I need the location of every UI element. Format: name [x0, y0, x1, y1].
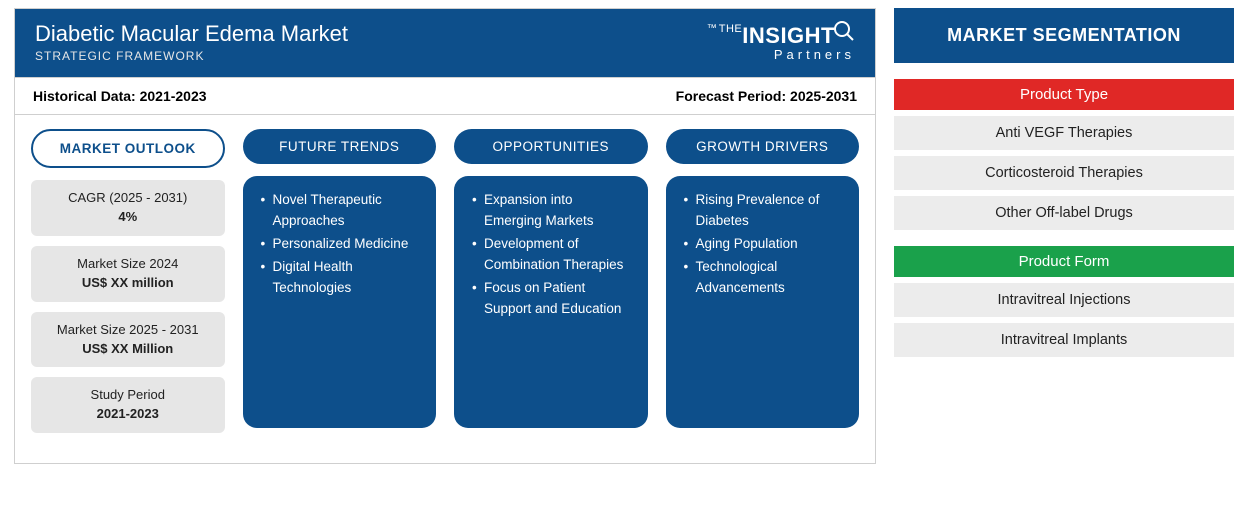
- future-trends-column: FUTURE TRENDS Novel Therapeutic Approach…: [243, 129, 437, 443]
- page-title: Diabetic Macular Edema Market: [35, 21, 348, 47]
- list-item: Novel Therapeutic Approaches: [261, 190, 423, 232]
- outlook-label: Market Size 2025 - 2031: [57, 322, 199, 337]
- header-bar: Diabetic Macular Edema Market STRATEGIC …: [15, 9, 875, 77]
- list-item: Technological Advancements: [684, 257, 846, 299]
- segmentation-category-label: Product Type: [894, 79, 1234, 110]
- outlook-value: US$ XX Million: [37, 340, 219, 359]
- header-text: Diabetic Macular Edema Market STRATEGIC …: [35, 21, 348, 63]
- outlook-value: US$ XX million: [37, 274, 219, 293]
- historical-data: Historical Data: 2021-2023: [33, 88, 207, 104]
- future-trends-heading: FUTURE TRENDS: [243, 129, 437, 164]
- segmentation-item: Intravitreal Injections: [894, 283, 1234, 317]
- opportunities-column: OPPORTUNITIES Expansion into Emerging Ma…: [454, 129, 648, 443]
- list-item: Digital Health Technologies: [261, 257, 423, 299]
- forecast-period: Forecast Period: 2025-2031: [676, 88, 857, 104]
- segmentation-item: Anti VEGF Therapies: [894, 116, 1234, 150]
- outlook-card-size-2024: Market Size 2024 US$ XX million: [31, 246, 225, 302]
- logo-partners: Partners: [707, 47, 855, 62]
- outlook-card-study-period: Study Period 2021-2023: [31, 377, 225, 433]
- outlook-value: 2021-2023: [37, 405, 219, 424]
- segmentation-group-product-type: Product Type Anti VEGF Therapies Cortico…: [894, 79, 1234, 230]
- market-outlook-heading: MARKET OUTLOOK: [31, 129, 225, 168]
- segmentation-item: Other Off-label Drugs: [894, 196, 1234, 230]
- period-bar: Historical Data: 2021-2023 Forecast Peri…: [15, 77, 875, 115]
- historical-value: 2021-2023: [140, 88, 207, 104]
- outlook-card-cagr: CAGR (2025 - 2031) 4%: [31, 180, 225, 236]
- outlook-label: Market Size 2024: [77, 256, 178, 271]
- future-trends-card: Novel Therapeutic Approaches Personalize…: [243, 176, 437, 428]
- logo-insight: INSIGHT: [742, 23, 835, 49]
- segmentation-item: Intravitreal Implants: [894, 323, 1234, 357]
- main-grid: MARKET OUTLOOK CAGR (2025 - 2031) 4% Mar…: [15, 115, 875, 463]
- market-outlook-column: MARKET OUTLOOK CAGR (2025 - 2031) 4% Mar…: [31, 129, 225, 443]
- historical-label: Historical Data:: [33, 88, 136, 104]
- outlook-card-size-2025-2031: Market Size 2025 - 2031 US$ XX Million: [31, 312, 225, 368]
- list-item: Rising Prevalence of Diabetes: [684, 190, 846, 232]
- infographic-root: Diabetic Macular Edema Market STRATEGIC …: [14, 8, 1240, 464]
- segmentation-panel: MARKET SEGMENTATION Product Type Anti VE…: [894, 8, 1234, 464]
- outlook-label: CAGR (2025 - 2031): [68, 190, 187, 205]
- list-item: Aging Population: [684, 234, 846, 255]
- outlook-label: Study Period: [91, 387, 165, 402]
- magnifier-icon: [833, 20, 855, 42]
- growth-drivers-column: GROWTH DRIVERS Rising Prevalence of Diab…: [666, 129, 860, 443]
- page-subtitle: STRATEGIC FRAMEWORK: [35, 49, 348, 63]
- list-item: Expansion into Emerging Markets: [472, 190, 634, 232]
- list-item: Focus on Patient Support and Education: [472, 278, 634, 320]
- segmentation-item: Corticosteroid Therapies: [894, 156, 1234, 190]
- segmentation-category-label: Product Form: [894, 246, 1234, 277]
- insight-partners-logo: ™ THE INSIGHT Partners: [707, 23, 855, 62]
- segmentation-heading: MARKET SEGMENTATION: [894, 8, 1234, 63]
- list-item: Personalized Medicine: [261, 234, 423, 255]
- growth-drivers-card: Rising Prevalence of Diabetes Aging Popu…: [666, 176, 860, 428]
- list-item: Development of Combination Therapies: [472, 234, 634, 276]
- forecast-label: Forecast Period:: [676, 88, 786, 104]
- opportunities-card: Expansion into Emerging Markets Developm…: [454, 176, 648, 428]
- outlook-value: 4%: [37, 208, 219, 227]
- logo-the: THE: [719, 23, 743, 35]
- growth-drivers-heading: GROWTH DRIVERS: [666, 129, 860, 164]
- forecast-value: 2025-2031: [790, 88, 857, 104]
- strategic-framework-panel: Diabetic Macular Edema Market STRATEGIC …: [14, 8, 876, 464]
- opportunities-heading: OPPORTUNITIES: [454, 129, 648, 164]
- segmentation-group-product-form: Product Form Intravitreal Injections Int…: [894, 246, 1234, 357]
- logo-trademark: ™: [707, 23, 717, 34]
